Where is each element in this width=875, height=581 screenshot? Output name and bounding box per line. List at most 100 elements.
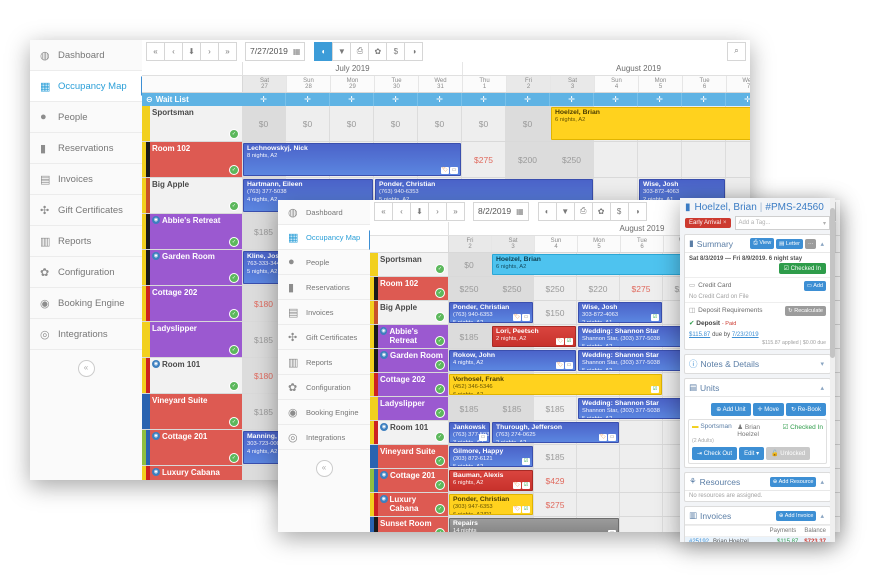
rate-cell[interactable]: $250	[550, 142, 594, 177]
view-button[interactable]: ⎙ View	[750, 238, 775, 249]
unit-name-cell[interactable]: Cottage 202 ✓	[142, 286, 242, 321]
unit-name-cell[interactable]: ◉ Garden Room ✓	[370, 349, 448, 372]
checked-in-badge[interactable]: ☑ Checked In	[778, 263, 826, 274]
unit-name-cell[interactable]: Room 102 ✓	[142, 142, 242, 177]
rebook-button[interactable]: ↻ Re-Book	[785, 403, 826, 416]
day-cell[interactable]: Mon 29	[331, 76, 375, 92]
reservation-block[interactable]: Gilmore, Happy (303) 872-6121 5 nights, A2…	[449, 446, 533, 467]
reservation-badge[interactable]: 🏷	[599, 434, 607, 441]
table-row[interactable]: #25192 Brian Hoelzel $115.87 $723.37	[685, 536, 830, 542]
unit-name-cell[interactable]: Room 102 ✓	[370, 277, 448, 300]
day-cell[interactable]: Sun 4	[535, 236, 578, 252]
rate-cell[interactable]: $0	[462, 106, 506, 141]
nav-button-0[interactable]: «	[374, 201, 393, 221]
unit-name-cell[interactable]: ◉ Cottage 201 ✓	[142, 430, 242, 465]
sidebar-collapse-button[interactable]: «	[30, 354, 142, 382]
filter-button[interactable]: ▼	[555, 201, 575, 221]
rate-cell[interactable]: $185	[448, 397, 491, 420]
reservation-badge[interactable]: ☑	[522, 482, 530, 489]
calendar-icon[interactable]: ▦	[516, 206, 524, 216]
sidebar-item-occupancy-map[interactable]: ▦ Occupancy Map	[30, 71, 152, 102]
rate-cell[interactable]: $275	[620, 277, 663, 300]
unit-name-cell[interactable]: Cottage 202 ✓	[370, 373, 448, 396]
day-cell[interactable]: Mon 5	[639, 76, 683, 92]
unit-name-cell[interactable]: ◉ Abbie's Retreat ✓	[142, 214, 242, 249]
panel-scrollbar[interactable]	[830, 198, 835, 542]
unit-name-cell[interactable]: Sunset Room✓	[370, 517, 448, 532]
unit-name-cell[interactable]: ◉Luxury Cabana✓	[142, 466, 242, 480]
unit-name-cell[interactable]: Sportsman ✓	[370, 253, 448, 276]
settings-button[interactable]: ✿	[368, 41, 388, 61]
day-cell[interactable]: Sat 3	[492, 236, 535, 252]
unit-name-cell[interactable]: Vineyard Suite ✓	[142, 394, 242, 429]
rate-cell[interactable]: $185	[491, 397, 534, 420]
sidebar-item-dashboard[interactable]: ◍ Dashboard	[278, 200, 370, 225]
nav-button-3[interactable]: ›	[200, 41, 219, 61]
reservation-badge[interactable]: ▭	[608, 434, 616, 441]
rate-cell[interactable]: $0	[448, 253, 491, 276]
unit-name-cell[interactable]: ◉ Cottage 201 ✓	[370, 469, 448, 492]
sidebar-item-invoices[interactable]: ▤ Invoices	[30, 164, 142, 195]
sidebar-item-reports[interactable]: ▥ Reports	[30, 226, 142, 257]
wait-add-cell[interactable]: ✛	[330, 93, 374, 106]
sidebar-item-reservations[interactable]: ▮ Reservations	[278, 275, 370, 300]
deposit-amount[interactable]: $115.87	[689, 332, 711, 338]
sidebar-item-booking-engine[interactable]: ◉ Booking Engine	[278, 400, 370, 425]
wait-add-cell[interactable]: ✛	[462, 93, 506, 106]
rate-cell[interactable]: $200	[506, 142, 550, 177]
rate-cell[interactable]: $250	[448, 277, 491, 300]
nav-button-3[interactable]: ›	[428, 201, 447, 221]
rate-cell[interactable]	[594, 142, 638, 177]
rate-cell[interactable]: $185	[448, 325, 491, 348]
rate-cell[interactable]: $0	[506, 106, 550, 141]
notes-header[interactable]: ⓘ Notes & Details ▾	[685, 355, 830, 373]
sidebar-collapse-button[interactable]: «	[278, 454, 370, 482]
nav-button-4[interactable]: »	[446, 201, 465, 221]
nav-button-1[interactable]: ‹	[392, 201, 411, 221]
rate-cell[interactable]: $220	[577, 277, 620, 300]
reservation-badge[interactable]: 🏷	[513, 482, 521, 489]
chevron-down-icon[interactable]: ▾	[822, 220, 826, 227]
wait-add-cell[interactable]: ✛	[726, 93, 750, 106]
day-cell[interactable]: Fri 2	[507, 76, 551, 92]
nav-button-2[interactable]: ⬇	[410, 201, 429, 221]
reservation-badge[interactable]: 🏷	[513, 314, 521, 321]
recalculate-button[interactable]: ↻ Recalculate	[785, 305, 826, 316]
sidebar-item-gift-certificates[interactable]: ✣ Gift Certificates	[30, 195, 142, 226]
rate-cell[interactable]: $0	[286, 106, 330, 141]
reservation-block[interactable]: Rokow, John 4 nights, A2 🏷 ▭	[449, 350, 576, 371]
wait-add-cell[interactable]: ✛	[550, 93, 594, 106]
wait-add-cell[interactable]: ✛	[594, 93, 638, 106]
wait-add-cell[interactable]: ✛	[506, 93, 550, 106]
unit-row[interactable]: Room 102✓$250$250$250$250$220$275$200$25…	[142, 142, 750, 178]
rate-cell[interactable]	[577, 469, 620, 492]
rate-cell[interactable]: $0	[418, 106, 462, 141]
add-tag-input[interactable]: Add a Tag... ▾	[734, 216, 830, 230]
move-unit-button[interactable]: ✛ Move	[752, 403, 784, 416]
unit-name-cell[interactable]: Ladyslipper ✓	[370, 397, 448, 420]
wait-add-cell[interactable]: ✛	[638, 93, 682, 106]
add-credit-card-button[interactable]: ▭ Add	[803, 280, 826, 291]
unit-name-cell[interactable]: Sportsman ✓	[142, 106, 242, 141]
search-icon[interactable]: ⌕	[727, 41, 746, 61]
rate-cell[interactable]	[620, 517, 663, 532]
wait-add-cell[interactable]: ✛	[286, 93, 330, 106]
nav-button-4[interactable]: »	[218, 41, 237, 61]
add-resource-button[interactable]: ⊕ Add Resource	[769, 476, 817, 487]
collapse-icon[interactable]: ⊖	[146, 95, 153, 104]
rate-cell[interactable]: $185	[534, 397, 577, 420]
sidebar-item-integrations[interactable]: ◎ Integrations	[278, 425, 370, 450]
wait-add-cell[interactable]: ✛	[682, 93, 726, 106]
unit-name-cell[interactable]: ◉ Room 101 ✓	[142, 358, 242, 393]
day-cell[interactable]: Sat 27	[243, 76, 287, 92]
status-badge[interactable]: Early Arrival ×	[685, 218, 731, 228]
day-cell[interactable]: Tue 6	[683, 76, 727, 92]
unit-name-cell[interactable]: ◉ Abbie's Retreat ✓	[370, 325, 448, 348]
reservation-badge[interactable]: ☑	[565, 338, 573, 345]
